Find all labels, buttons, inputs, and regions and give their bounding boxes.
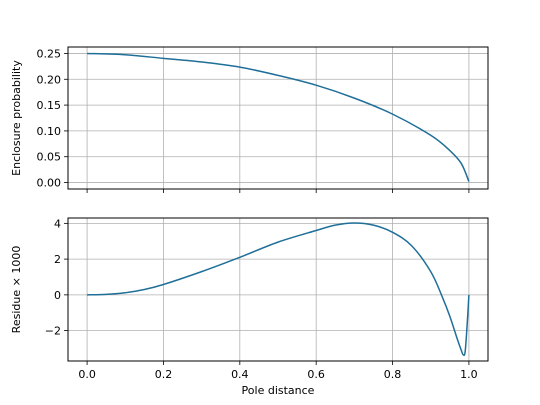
- bottom-subplot: 0.0 0.2 0.4 0.6 0.8 1.0 −2 0 2 4 Residue × 1000 P…: [10, 217, 489, 397]
- bottom-y-tick-label: 4: [54, 217, 61, 230]
- bottom-grid: [68, 218, 488, 361]
- top-series-line: [87, 52, 470, 182]
- top-grid: [68, 47, 488, 189]
- bottom-x-tick-label: 0.2: [155, 368, 173, 381]
- bottom-y-tick-label: −2: [45, 325, 61, 338]
- top-axes-frame: [67, 46, 489, 190]
- bottom-x-tick-label: 0.6: [307, 368, 325, 381]
- bottom-y-tick-label: 2: [54, 253, 61, 266]
- bottom-series-line: [87, 222, 470, 356]
- top-y-axis-label: Enclosure probability: [10, 60, 23, 176]
- top-series: [87, 52, 470, 182]
- top-subplot: 0.00 0.05 0.10 0.15 0.20 0.25 Enclosure proba…: [10, 46, 489, 193]
- bottom-x-tick-label: 0.0: [78, 368, 96, 381]
- top-y-tick-label: 0.20: [37, 73, 62, 86]
- bottom-ticks: 0.0 0.2 0.4 0.6 0.8 1.0 −2 0 2 4: [45, 217, 478, 381]
- top-y-tick-label: 0.05: [37, 151, 62, 164]
- bottom-x-tick-label: 0.4: [231, 368, 249, 381]
- bottom-x-tick-label: 1.0: [460, 368, 478, 381]
- top-ticks: 0.00 0.05 0.10 0.15 0.20 0.25: [37, 47, 470, 193]
- top-y-tick-label: 0.15: [37, 99, 62, 112]
- bottom-series: [87, 222, 470, 356]
- top-y-tick-label: 0.25: [37, 47, 62, 60]
- bottom-y-tick-label: 0: [54, 289, 61, 302]
- top-y-tick-label: 0.10: [37, 125, 62, 138]
- bottom-x-axis-label: Pole distance: [242, 384, 315, 397]
- bottom-x-tick-label: 0.8: [384, 368, 402, 381]
- bottom-y-axis-label: Residue × 1000: [10, 246, 23, 334]
- top-y-tick-label: 0.00: [37, 177, 62, 190]
- bottom-axes-frame: [67, 217, 489, 362]
